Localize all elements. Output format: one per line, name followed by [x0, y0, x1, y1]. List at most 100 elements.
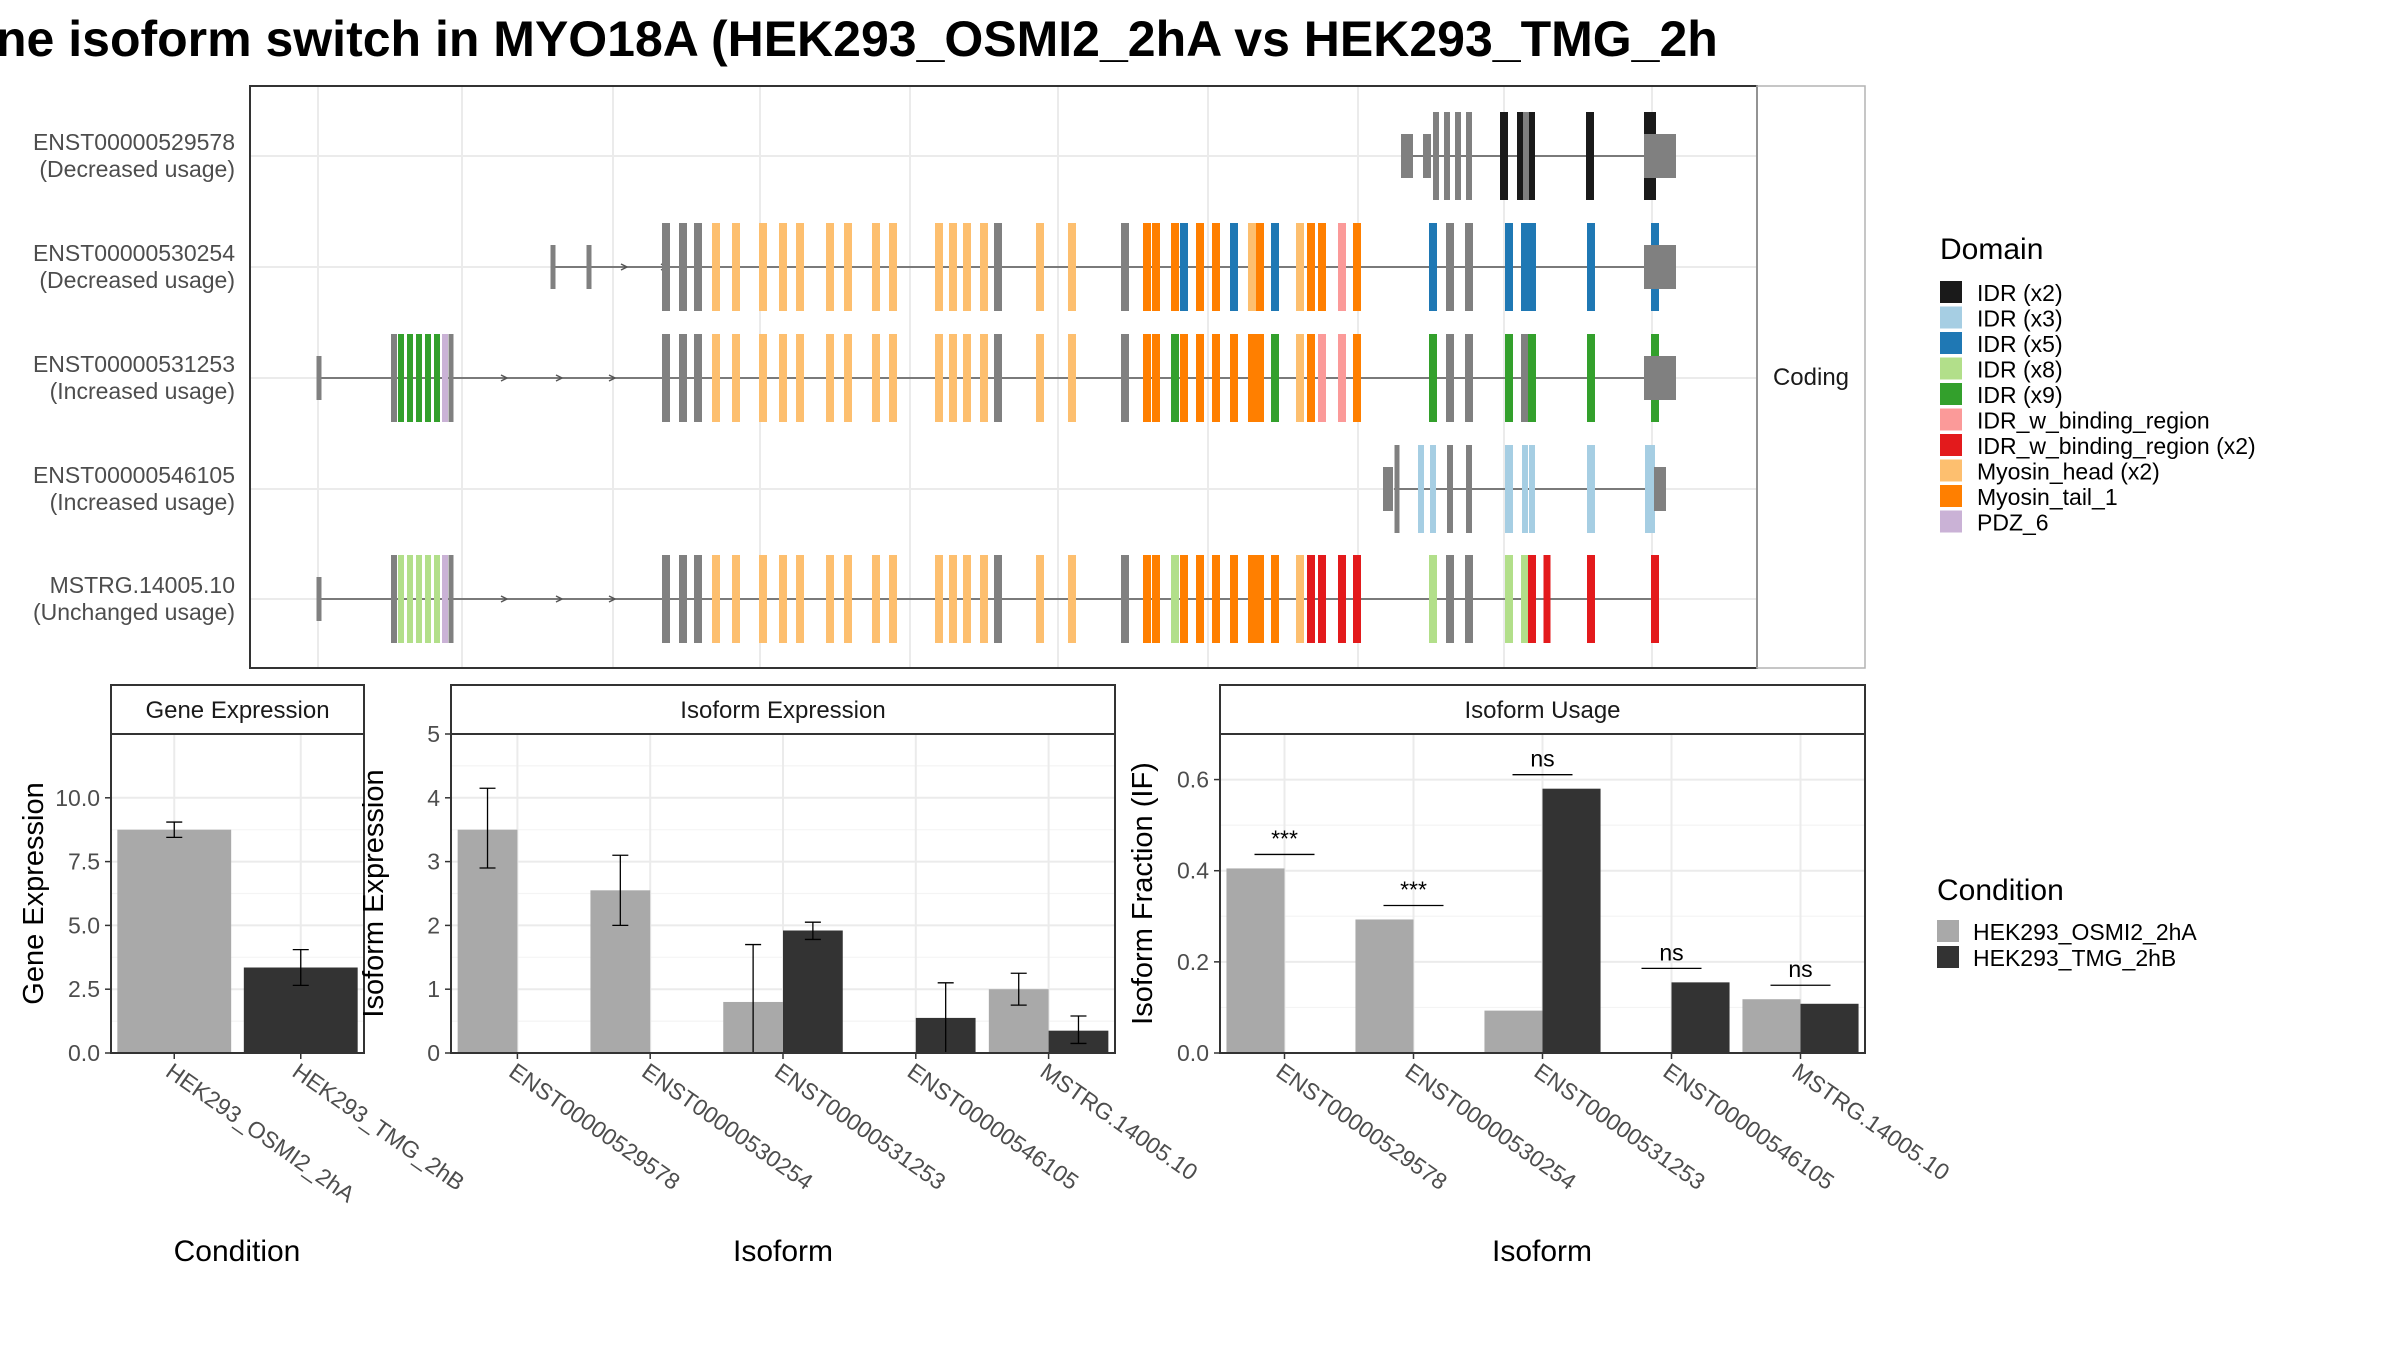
exon [1036, 555, 1044, 643]
exon [1307, 334, 1315, 422]
exon [889, 334, 897, 422]
exon [1465, 223, 1473, 311]
exon [872, 223, 880, 311]
exon [963, 555, 971, 643]
exon [1338, 555, 1346, 643]
exon [1230, 555, 1238, 643]
exon [1152, 334, 1160, 422]
exon [1528, 334, 1536, 422]
exon [434, 555, 440, 643]
isoform-label: ENST00000546105 [33, 462, 235, 488]
exon [1196, 223, 1204, 311]
strand-arrow [500, 595, 509, 603]
exon [732, 555, 740, 643]
exon [1523, 112, 1529, 200]
exon [586, 245, 592, 289]
domain-legend-label: IDR (x2) [1977, 280, 2063, 306]
domain-legend-label: PDZ_6 [1977, 510, 2049, 536]
gene-expression-panel: 0.02.55.07.510.0HEK293_OSMI2_2hAHEK293_T… [18, 684, 469, 1268]
exon [679, 334, 687, 422]
y-tick-label: 3 [427, 849, 440, 875]
exon [732, 223, 740, 311]
exon [1121, 555, 1129, 643]
exon [980, 555, 988, 643]
exon [442, 555, 448, 643]
isoform-usage-label: (Increased usage) [50, 489, 235, 515]
exon [1528, 223, 1536, 311]
exon [1505, 223, 1513, 311]
bar [1671, 982, 1730, 1053]
isoform-track-ENST00000529578 [1401, 112, 1676, 200]
panel-title: Isoform Usage [1464, 697, 1620, 724]
x-axis-title: Isoform [733, 1235, 833, 1268]
exon [712, 555, 720, 643]
y-tick-label: 7.5 [68, 849, 100, 875]
panel-title: Gene Expression [145, 697, 329, 724]
condition-legend-label: HEK293_OSMI2_2hA [1973, 919, 2197, 945]
exon [759, 555, 767, 643]
exon [1152, 555, 1160, 643]
exon [963, 334, 971, 422]
exon [949, 555, 957, 643]
exon [826, 334, 834, 422]
exon [1180, 334, 1188, 422]
exon [994, 334, 1002, 422]
exon [1587, 445, 1595, 533]
panel-strip [450, 684, 1116, 735]
y-axis-title: Gene Expression [18, 782, 50, 1004]
strand-arrow [555, 374, 564, 382]
exon [796, 223, 804, 311]
exon [1353, 223, 1361, 311]
exon [662, 223, 670, 311]
exon [889, 223, 897, 311]
exon [416, 555, 422, 643]
bar [783, 930, 843, 1053]
exon [1152, 223, 1160, 311]
strand-arrow [500, 374, 509, 382]
domain-legend-label: IDR (x5) [1977, 331, 2063, 357]
domain-legend-label: Myosin_head (x2) [1977, 459, 2160, 485]
exon [1543, 555, 1551, 643]
y-tick-label: 0.6 [1177, 767, 1209, 793]
exon [398, 334, 404, 422]
y-tick-label: 5.0 [68, 912, 100, 938]
domain-legend-label: Myosin_tail_1 [1977, 484, 2118, 510]
exon [416, 334, 422, 422]
exon [448, 334, 454, 422]
exon [1651, 555, 1659, 643]
exon [1171, 334, 1179, 422]
exon [1446, 555, 1454, 643]
bar [1542, 788, 1601, 1053]
exon [1256, 334, 1264, 422]
isoform-track-ENST00000530254 [550, 223, 1676, 311]
exon [889, 555, 897, 643]
exon [935, 223, 943, 311]
exon [1068, 223, 1076, 311]
exon [994, 555, 1002, 643]
exon [1307, 555, 1315, 643]
exon [872, 555, 880, 643]
y-axis-title: Isoform Expression [358, 769, 390, 1017]
exon [1256, 555, 1264, 643]
exon [1644, 134, 1676, 178]
exon [1394, 445, 1400, 533]
isoform-label: ENST00000531253 [33, 351, 235, 377]
y-tick-label: 2 [427, 912, 440, 938]
exon [1522, 445, 1528, 533]
y-tick-label: 1 [427, 976, 440, 1002]
isoform-label: MSTRG.14005.10 [50, 572, 235, 598]
exon [1248, 555, 1256, 643]
exon [1171, 555, 1179, 643]
exon [1196, 334, 1204, 422]
isoform-track-ENST00000546105 [1383, 445, 1666, 533]
domain-legend-label: IDR_w_binding_region [1977, 408, 2210, 434]
exon [1271, 334, 1279, 422]
exon [1587, 555, 1595, 643]
isoform-track-MSTRG.14005.10 [316, 555, 1659, 643]
exon [1644, 245, 1676, 289]
domain-legend-label: IDR_w_binding_region (x2) [1977, 433, 2256, 459]
strand-arrow [608, 374, 617, 382]
exon [1587, 334, 1595, 422]
exon [1587, 223, 1595, 311]
domain-legend-title: Domain [1940, 233, 2043, 266]
